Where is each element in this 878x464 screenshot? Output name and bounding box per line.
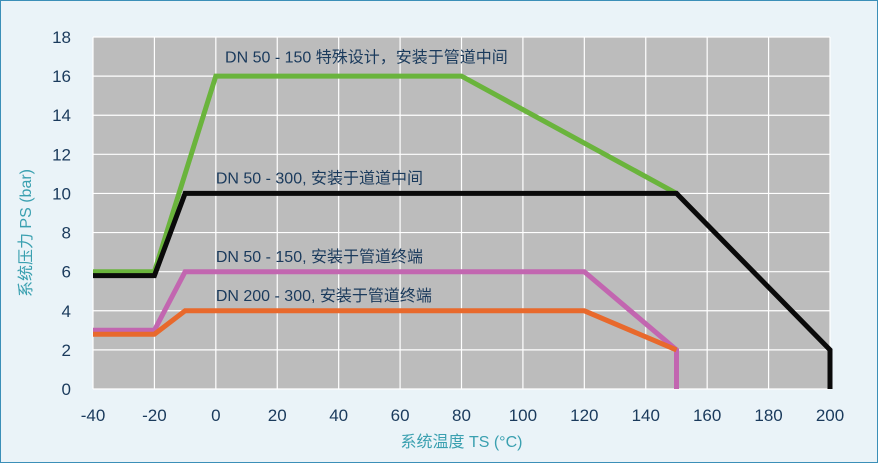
y-tick-label: 2 [62, 341, 71, 360]
x-tick-label: 80 [452, 406, 471, 425]
x-tick-label: 140 [632, 406, 660, 425]
x-tick-label: 120 [570, 406, 598, 425]
x-tick-label: -20 [142, 406, 167, 425]
x-tick-label: -40 [81, 406, 106, 425]
y-tick-label: 6 [62, 263, 71, 282]
y-tick-label: 4 [62, 302, 71, 321]
series-labels: DN 50 - 150 特殊设计，安装于管道中间 DN 50 - 300, 安装于… [216, 48, 508, 305]
x-tick-label: 160 [693, 406, 721, 425]
y-axis-ticks: 0 2 4 6 8 10 12 14 16 18 [52, 28, 71, 399]
y-tick-label: 16 [52, 67, 71, 86]
y-tick-label: 8 [62, 224, 71, 243]
series-label-1: DN 50 - 150 特殊设计，安装于管道中间 [225, 48, 508, 66]
series-label-4: DN 200 - 300, 安装于管道终端 [216, 287, 432, 305]
x-tick-label: 60 [391, 406, 410, 425]
x-tick-label: 200 [816, 406, 844, 425]
series-line-3 [93, 269, 679, 389]
y-tick-label: 14 [52, 106, 71, 125]
series-line-4 [93, 308, 678, 353]
x-tick-label: 20 [268, 406, 287, 425]
series-label-2: DN 50 - 300, 安装于道道中间 [216, 170, 423, 188]
x-tick-label: 0 [211, 406, 220, 425]
series-lines [93, 73, 833, 389]
series-label-3: DN 50 - 150, 安装于管道终端 [216, 248, 423, 266]
y-tick-label: 12 [52, 145, 71, 164]
series-line-2 [93, 190, 833, 389]
y-tick-label: 10 [52, 184, 71, 203]
y-axis-title: 系统压力 PS (bar) [17, 169, 35, 297]
y-tick-label: 0 [62, 380, 71, 399]
x-axis-ticks: -40 -20 0 20 40 60 80 100 120 140 160 180 200 [81, 406, 844, 425]
series-line-1 [93, 73, 678, 275]
x-tick-label: 180 [754, 406, 782, 425]
x-tick-label: 100 [509, 406, 537, 425]
y-tick-label: 18 [52, 28, 71, 47]
x-tick-label: 40 [329, 406, 348, 425]
x-axis-title: 系统温度 TS (°C) [401, 433, 523, 451]
